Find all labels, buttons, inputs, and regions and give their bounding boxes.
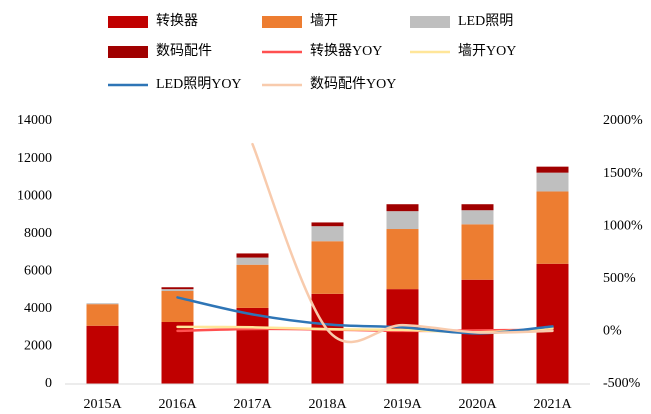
bar-segment bbox=[386, 289, 419, 384]
bar-segment bbox=[161, 322, 194, 384]
bar-segment bbox=[236, 253, 269, 258]
y-tick-label: 12000 bbox=[17, 151, 52, 166]
y-tick-label: 4000 bbox=[24, 301, 52, 316]
bar-segment bbox=[461, 204, 494, 211]
bar-segment bbox=[161, 289, 194, 292]
bar-segment bbox=[236, 307, 269, 384]
legend-label: LED照明YOY bbox=[156, 77, 242, 92]
legend-label: 墙开 bbox=[310, 13, 338, 29]
y-tick-label: 0 bbox=[45, 376, 52, 391]
legend-swatch bbox=[108, 46, 148, 58]
y-tick-label: 8000 bbox=[24, 226, 52, 241]
x-tick-label: 2017A bbox=[233, 397, 272, 412]
bar-segment bbox=[86, 303, 119, 305]
bar-segment bbox=[536, 172, 569, 192]
legend-label: 数码配件 bbox=[156, 43, 212, 59]
yoy-line bbox=[251, 142, 554, 344]
bar-segment bbox=[311, 226, 344, 242]
y-tick-label: 2000 bbox=[24, 339, 52, 354]
bar-segment bbox=[311, 222, 344, 227]
legend-swatch bbox=[262, 16, 302, 28]
bar-segment bbox=[86, 325, 119, 384]
bar-segment bbox=[161, 287, 194, 290]
bar-segment bbox=[386, 229, 419, 290]
x-tick-label: 2018A bbox=[308, 397, 347, 412]
bar-segment bbox=[236, 257, 269, 265]
x-tick-label: 2020A bbox=[458, 397, 497, 412]
y2-tick-label: -500% bbox=[603, 376, 641, 391]
y-tick-label: 10000 bbox=[17, 188, 52, 203]
bar-segment bbox=[161, 291, 194, 323]
legend-label: 转换器 bbox=[156, 12, 198, 29]
bar-segment bbox=[86, 304, 119, 326]
y2-tick-label: 2000% bbox=[603, 113, 643, 128]
bar-segment bbox=[536, 263, 569, 384]
legend-swatch bbox=[410, 16, 450, 28]
bar-segment bbox=[386, 204, 419, 212]
legend-label: 墙开YOY bbox=[458, 43, 516, 59]
y2-tick-label: 0% bbox=[603, 324, 622, 339]
bar-segment bbox=[461, 210, 494, 225]
y2-tick-label: 1500% bbox=[603, 166, 643, 181]
bar-segment bbox=[311, 241, 344, 294]
x-tick-label: 2016A bbox=[158, 397, 197, 412]
y2-tick-label: 500% bbox=[603, 271, 636, 286]
bar-segment bbox=[536, 166, 569, 173]
y2-tick-label: 1000% bbox=[603, 218, 643, 233]
y-tick-label: 6000 bbox=[24, 264, 52, 279]
legend-swatch bbox=[108, 16, 148, 28]
legend-label: LED照明 bbox=[458, 14, 513, 29]
x-tick-label: 2015A bbox=[83, 397, 122, 412]
bar-segment bbox=[386, 211, 419, 230]
y-tick-label: 14000 bbox=[17, 113, 52, 128]
legend-label: 转换器YOY bbox=[310, 42, 382, 59]
legend-label: 数码配件YOY bbox=[310, 76, 396, 92]
bar-segment bbox=[536, 191, 569, 264]
bar-segment bbox=[236, 264, 269, 308]
x-tick-label: 2021A bbox=[533, 397, 572, 412]
x-tick-label: 2019A bbox=[383, 397, 422, 412]
bar-segment bbox=[461, 224, 494, 280]
